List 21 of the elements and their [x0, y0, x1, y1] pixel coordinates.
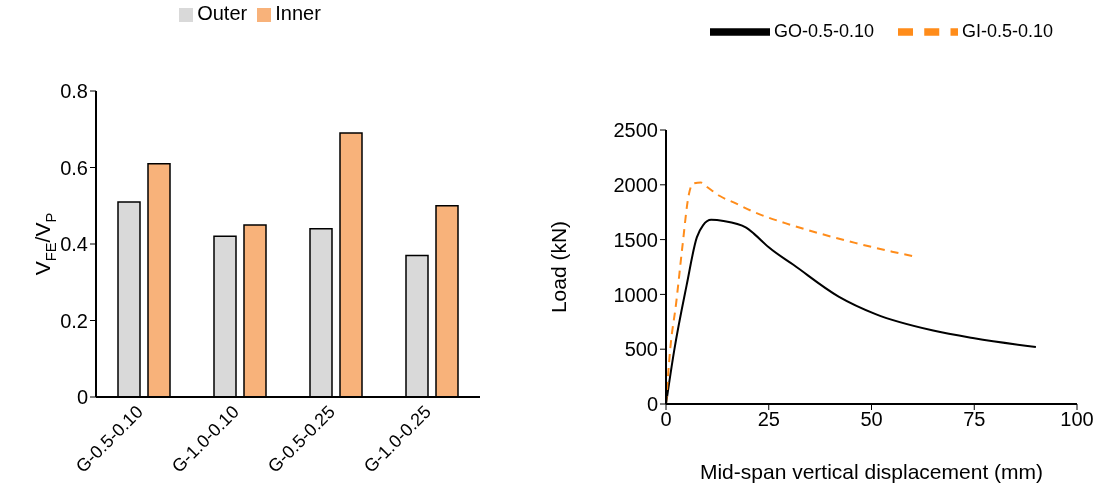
legend-label: GO-0.5-0.10: [773, 20, 874, 41]
x-axis-title: Mid-span vertical displacement (mm): [699, 460, 1044, 483]
x-tick-label: 100: [1060, 408, 1094, 431]
legend-label: Inner: [275, 2, 321, 24]
y-tick-label: 1500: [613, 228, 658, 251]
y-tick-label: 0.2: [60, 309, 88, 332]
y-tick-label: 2000: [613, 173, 658, 196]
y-axis-title: Load (kN): [546, 220, 570, 314]
x-tick-label: 0: [660, 408, 672, 431]
y-tick-label: 0.6: [60, 156, 88, 179]
x-tick-label: 75: [963, 408, 986, 431]
x-tick-label: 50: [860, 408, 883, 431]
y-tick-label: 500: [624, 338, 658, 361]
y-tick-label: 0.8: [60, 80, 88, 103]
x-tick-label: 25: [757, 408, 780, 431]
legend-label: Outer: [197, 2, 248, 24]
legend-label: GI-0.5-0.10: [961, 20, 1053, 41]
y-tick-label: 0.4: [60, 233, 88, 256]
y-tick-label: 2500: [613, 119, 658, 142]
y-tick-label: 0: [76, 386, 88, 409]
y-tick-label: 1000: [613, 283, 658, 306]
